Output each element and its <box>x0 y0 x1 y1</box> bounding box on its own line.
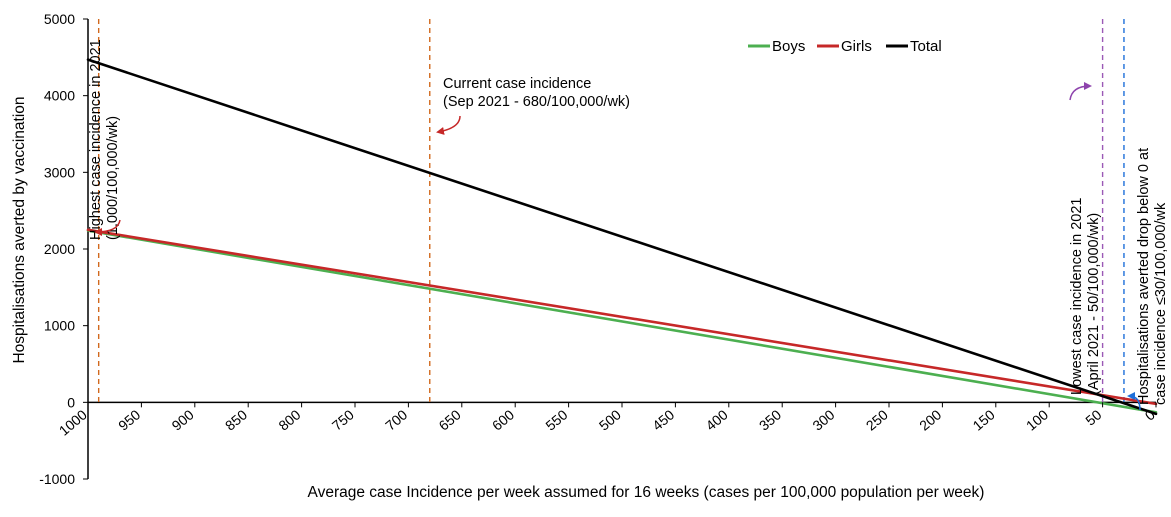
annotation-highest: Highest case incidence in 2021 (1,000/10… <box>88 39 121 240</box>
y-tick-label: 5000 <box>44 11 75 27</box>
annotation-current: Current case incidence (Sep 2021 - 680/1… <box>443 76 630 110</box>
x-axis-label: Average case Incidence per week assumed … <box>308 484 985 501</box>
arrow-current <box>436 115 461 135</box>
axes <box>87 19 1156 479</box>
x-tick-label: 200 <box>916 406 944 433</box>
y-tick-label: 4000 <box>44 88 75 104</box>
y-tick-label: 2000 <box>44 241 75 257</box>
legend-label-boys: Boys <box>772 38 805 55</box>
x-tick-label: 850 <box>222 406 250 433</box>
annotation-lowest-line1: Lowest case incidence in 2021 <box>1069 198 1085 396</box>
x-tick-label: 700 <box>382 406 410 433</box>
y-tick-label: 3000 <box>44 164 75 180</box>
y-tick-label: 0 <box>67 394 75 410</box>
x-tick-label: 1000 <box>56 406 90 438</box>
annotation-lowest: Lowest case incidence in 2021 (April 202… <box>1069 198 1102 396</box>
x-tick-labels: 1000 950 900 850 800 750 700 650 600 550 500 450 400… <box>56 402 1158 439</box>
series-line-boys <box>86 229 1158 414</box>
series-lines <box>86 58 1158 416</box>
x-tick-label: 950 <box>115 406 143 433</box>
x-tick-label: 100 <box>1023 406 1051 433</box>
annotation-below-zero-line2: case incidence ≤30/100,000/wk <box>1153 202 1169 405</box>
annotation-below-zero-line1: Hospitalisations averted drop below 0 at <box>1136 148 1152 405</box>
arrow-highest <box>94 219 121 236</box>
y-tick-label: -1000 <box>39 471 75 487</box>
x-tick-label: 350 <box>756 406 784 433</box>
annotation-lowest-line2: (April 2021 - 50/100,000/wk) <box>1086 213 1102 395</box>
arrow-lowest <box>1069 82 1092 101</box>
x-tick-label: 300 <box>809 406 837 433</box>
annotation-current-line1: Current case incidence <box>443 76 591 92</box>
x-tick-label: 800 <box>275 406 303 433</box>
x-tick-label: 450 <box>649 406 677 433</box>
y-axis-label: Hospitalisations averted by vaccination <box>11 96 28 363</box>
x-tick-label: 600 <box>489 406 517 433</box>
x-tick-label: 50 <box>1082 406 1104 428</box>
arrow-below-zero <box>1127 392 1141 411</box>
legend-label-girls: Girls <box>841 38 872 55</box>
legend: Boys Girls Total <box>748 38 942 55</box>
legend-label-total: Total <box>910 38 942 55</box>
y-tick-label: 1000 <box>44 318 75 334</box>
annotation-highest-line1: Highest case incidence in 2021 <box>88 39 104 240</box>
annotation-highest-line2: (1,000/100,000/wk) <box>105 116 121 240</box>
x-tick-label: 750 <box>329 406 357 433</box>
series-line-girls <box>86 228 1158 406</box>
x-tick-label: 550 <box>542 406 570 433</box>
x-tick-label: 650 <box>436 406 464 433</box>
x-tick-label: 400 <box>703 406 731 433</box>
x-tick-label: 150 <box>970 406 998 433</box>
x-tick-label: 900 <box>169 406 197 433</box>
annotation-current-line2: (Sep 2021 - 680/100,000/wk) <box>443 94 630 110</box>
x-tick-label: 500 <box>596 406 624 433</box>
x-tick-label: 250 <box>863 406 891 433</box>
reference-lines <box>97 19 1125 403</box>
series-line-total <box>86 58 1158 416</box>
annotation-below-zero: Hospitalisations averted drop below 0 at… <box>1136 148 1169 405</box>
